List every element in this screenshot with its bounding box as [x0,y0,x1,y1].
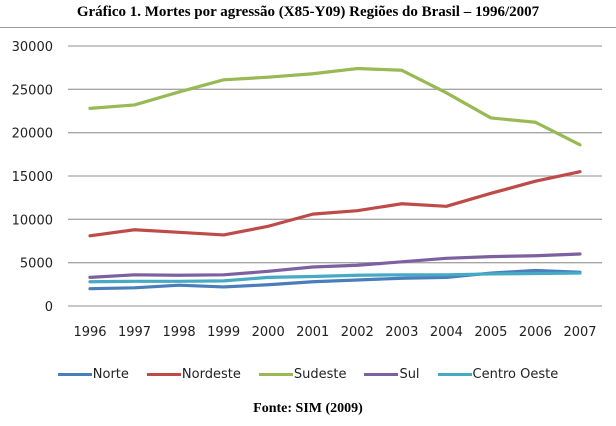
series-lines [88,66,582,291]
y-tick-label: 30000 [12,40,53,55]
legend: Norte Nordeste Sudeste Sul Centro Oeste [0,367,616,382]
gridlines [68,45,602,307]
legend-label: Centro Oeste [472,367,559,382]
series-line-sudeste [88,66,582,147]
legend-item-norte: Norte [57,367,129,382]
y-axis-ticks: 0 5000 10000 15000 20000 25000 30000 [12,40,53,315]
x-tick-label: 1996 [73,325,106,340]
x-tick-label: 2007 [563,325,596,340]
chart-title: Gráfico 1. Mortes por agressão (X85-Y09)… [76,4,540,20]
legend-swatch [57,373,92,376]
x-tick-label: 2000 [252,325,285,340]
legend-label: Nordeste [181,367,241,382]
x-tick-label: 1999 [207,325,240,340]
legend-item-centro-oeste: Centro Oeste [437,367,559,382]
legend-swatch [258,373,293,376]
y-tick-label: 5000 [20,257,53,272]
x-tick-label: 2006 [519,325,552,340]
title-divider [0,27,616,28]
legend-item-sudeste: Sudeste [258,367,347,382]
y-tick-label: 0 [45,300,53,315]
x-tick-label: 2005 [474,325,507,340]
y-tick-label: 20000 [12,127,53,142]
x-tick-label: 1998 [163,325,196,340]
legend-item-sul: Sul [364,367,420,382]
series-line-centro-oeste [88,271,582,284]
series-line-nordeste [88,170,582,238]
legend-swatch [364,373,399,376]
legend-swatch [146,373,181,376]
legend-label: Sul [399,367,420,382]
x-tick-label: 2002 [341,325,374,340]
y-tick-label: 10000 [12,213,53,228]
series-line-sul [88,252,582,279]
legend-label: Norte [92,367,129,382]
x-tick-label: 2004 [430,325,463,340]
legend-item-nordeste: Nordeste [146,367,241,382]
x-tick-label: 2003 [385,325,418,340]
source-caption: Fonte: SIM (2009) [253,401,363,416]
y-tick-label: 15000 [12,170,53,185]
x-tick-label: 1997 [118,325,151,340]
legend-swatch [437,373,472,376]
x-tick-label: 2001 [296,325,329,340]
x-axis-ticks: 1996 1997 1998 1999 2000 2001 2002 2003 2004 2005… [73,325,596,340]
y-tick-label: 25000 [12,83,53,98]
legend-label: Sudeste [293,367,347,382]
